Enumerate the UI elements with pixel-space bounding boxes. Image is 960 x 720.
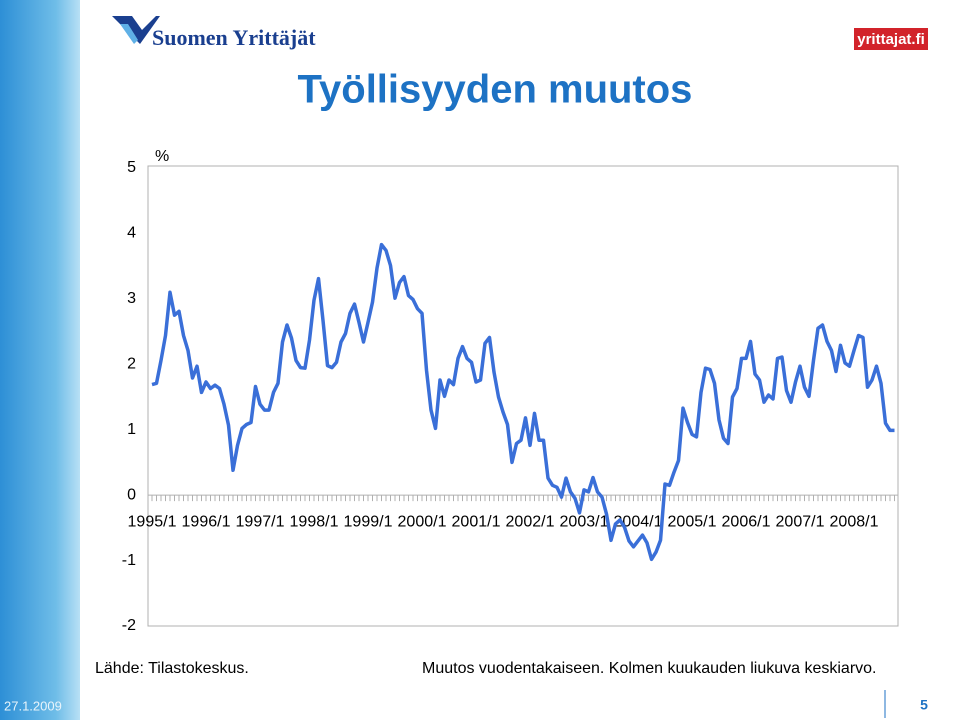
x-tick-label: 2002/1 [506, 513, 555, 530]
x-tick-label: 1996/1 [182, 513, 231, 530]
y-tick-label: 1 [127, 421, 136, 438]
logo-text: Suomen Yrittäjät [152, 25, 316, 50]
page-number: 5 [920, 697, 928, 713]
x-tick-label: 1999/1 [344, 513, 393, 530]
x-tick-label: 2006/1 [722, 513, 771, 530]
x-tick-label: 2005/1 [668, 513, 717, 530]
date: 27.1.2009 [4, 698, 62, 713]
unit-label: % [155, 148, 169, 165]
site-text: yrittajat.fi [857, 31, 925, 48]
x-tick-label: 1997/1 [236, 513, 285, 530]
x-tick-label: 2001/1 [452, 513, 501, 530]
y-tick-label: -2 [122, 617, 136, 634]
plot-area [147, 165, 899, 627]
source: Lähde: Tilastokeskus. [95, 660, 249, 677]
y-tick-label: 0 [127, 486, 136, 503]
note: Muutos vuodentakaiseen. Kolmen kuukauden… [422, 660, 877, 677]
y-tick-label: 4 [127, 225, 136, 242]
x-tick-label: 2000/1 [398, 513, 447, 530]
y-tick-label: 5 [127, 159, 136, 176]
x-tick-label: 2008/1 [830, 513, 879, 530]
x-tick-label: 2003/1 [560, 513, 609, 530]
logo: Suomen Yrittäjät [112, 16, 316, 50]
side-strip [0, 0, 80, 720]
y-tick-label: -1 [122, 552, 136, 569]
y-tick-label: 2 [127, 356, 136, 373]
x-tick-label: 2007/1 [776, 513, 825, 530]
x-tick-label: 1995/1 [128, 513, 177, 530]
data-line [151, 242, 895, 562]
y-tick-label: 3 [127, 290, 136, 307]
logo-mark [120, 24, 138, 44]
logo-mark [112, 16, 160, 44]
site-badge [854, 28, 928, 50]
chart-title: Työllisyyden muutos [298, 68, 693, 112]
x-tick-label: 1998/1 [290, 513, 339, 530]
